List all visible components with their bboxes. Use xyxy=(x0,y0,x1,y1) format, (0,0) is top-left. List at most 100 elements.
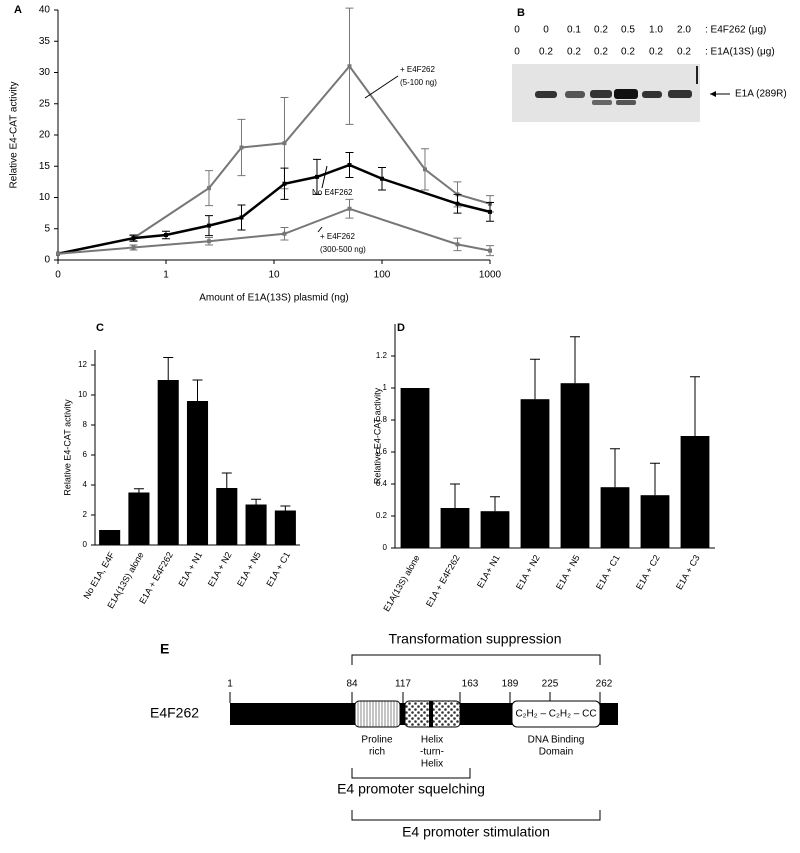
marker xyxy=(282,181,287,186)
marker xyxy=(131,236,136,241)
formula: C₂H₂ – C₂H₂ – CC xyxy=(515,709,596,720)
error-bar xyxy=(490,496,500,512)
protein-name: E4F262 xyxy=(150,705,199,721)
y-axis-label: Relative E4-CAT activity xyxy=(372,387,382,484)
domain-label: Helix xyxy=(421,759,443,770)
error-bar xyxy=(650,462,660,496)
residue: 225 xyxy=(542,679,559,690)
x-tick-label: E1A + E4F262 xyxy=(424,553,462,608)
series-label: + E4F262 xyxy=(320,232,355,241)
bar xyxy=(99,530,121,545)
y-axis-label: Relative E4-CAT activity xyxy=(9,82,20,189)
series-label: (5-100 ng) xyxy=(400,78,437,87)
bar xyxy=(640,495,670,548)
x-tick-label: E1A + C1 xyxy=(594,553,622,591)
y-tick-label: 35 xyxy=(39,36,51,47)
y-tick-label: 10 xyxy=(39,192,51,203)
proline-domain xyxy=(354,700,401,728)
y-tick-label: 0.2 xyxy=(376,511,388,520)
y-tick-label: 8 xyxy=(83,420,88,429)
y-tick-label: 15 xyxy=(39,161,51,172)
series-label: + E4F262 xyxy=(400,65,435,74)
dna-domain xyxy=(511,700,601,728)
panel-label: E xyxy=(160,641,169,657)
marker xyxy=(347,163,352,167)
error-bar xyxy=(251,498,262,505)
bar xyxy=(157,380,179,545)
x-tick-label: 1 xyxy=(163,270,169,281)
region-label: E4 promoter stimulation xyxy=(402,824,550,840)
x-tick-label: E1A + C2 xyxy=(634,553,662,591)
residue: 117 xyxy=(395,679,411,690)
panel-label: D xyxy=(397,322,405,334)
marker xyxy=(347,64,352,69)
marker xyxy=(347,206,352,211)
marker xyxy=(131,245,136,250)
bar xyxy=(600,487,630,548)
y-tick-label: 0.6 xyxy=(376,447,388,456)
marker xyxy=(239,215,244,220)
amount: 0.2 xyxy=(677,47,691,58)
bar xyxy=(440,508,470,548)
marker xyxy=(206,223,211,228)
amount: 0 xyxy=(543,25,549,36)
panel-e: E Transformation suppression 1 84 117 16… xyxy=(150,631,618,840)
bracket xyxy=(351,654,601,665)
y-tick-label: 1 xyxy=(383,383,388,392)
marker xyxy=(422,167,427,172)
amount: 0.2 xyxy=(649,47,663,58)
marker xyxy=(164,233,168,237)
y-tick-label: 5 xyxy=(44,223,50,234)
y-tick-label: 0.8 xyxy=(376,415,388,424)
x-tick-label: 1000 xyxy=(479,270,502,281)
error-bar xyxy=(221,472,232,488)
y-tick-label: 2 xyxy=(83,510,88,519)
panel-label: C xyxy=(96,322,104,334)
error-bar xyxy=(280,505,291,511)
bar xyxy=(520,399,550,548)
amount: 0 xyxy=(514,47,520,58)
bar xyxy=(186,401,209,545)
arrow-head xyxy=(710,91,716,97)
y-tick-label: 0 xyxy=(83,540,88,549)
bar xyxy=(216,488,238,545)
series-line xyxy=(57,207,491,255)
y-tick-label: 6 xyxy=(83,450,88,459)
residue: 262 xyxy=(596,679,613,690)
series-label: No E4F262 xyxy=(312,188,353,197)
x-tick-label: E1A(13S) alone xyxy=(381,553,421,613)
bar xyxy=(274,510,296,545)
marker xyxy=(488,209,492,214)
domain-label: rich xyxy=(369,747,385,758)
y-tick-label: 1.2 xyxy=(376,351,388,360)
region-label: E4 promoter squelching xyxy=(337,781,485,797)
gel-bands xyxy=(535,66,698,105)
y-axis-label: Relative E4-CAT activity xyxy=(62,399,72,496)
series-label: (300-500 ng) xyxy=(320,245,366,254)
y-tick-label: 20 xyxy=(39,130,51,141)
x-tick-label: E1A + C1 xyxy=(264,550,292,588)
y-tick-label: 4 xyxy=(83,480,88,489)
bar xyxy=(680,436,710,548)
domain-label: DNA Binding xyxy=(528,735,585,746)
bar xyxy=(480,511,510,548)
marker xyxy=(239,145,244,150)
domain-label: Helix xyxy=(421,735,443,746)
row-label: : E1A(13S) (μg) xyxy=(705,47,775,58)
residue: 1 xyxy=(227,679,233,690)
x-tick-label: E1A+ N1 xyxy=(475,553,502,589)
marker xyxy=(455,201,460,206)
residue: 163 xyxy=(462,679,479,690)
y-tick-label: 0 xyxy=(383,543,388,552)
band-label: E1A (289R) xyxy=(735,89,787,100)
residue-ticks xyxy=(229,692,601,703)
row-label: : E4F262 (μg) xyxy=(705,25,766,36)
bracket xyxy=(351,810,601,821)
residue: 189 xyxy=(502,679,519,690)
domain-label: Domain xyxy=(539,747,573,758)
marker xyxy=(380,176,384,181)
y-tick-label: 25 xyxy=(39,98,51,109)
y-tick-label: 0 xyxy=(44,255,50,266)
x-tick-label: E1A + N1 xyxy=(176,550,204,588)
panel-label: A xyxy=(14,4,22,16)
